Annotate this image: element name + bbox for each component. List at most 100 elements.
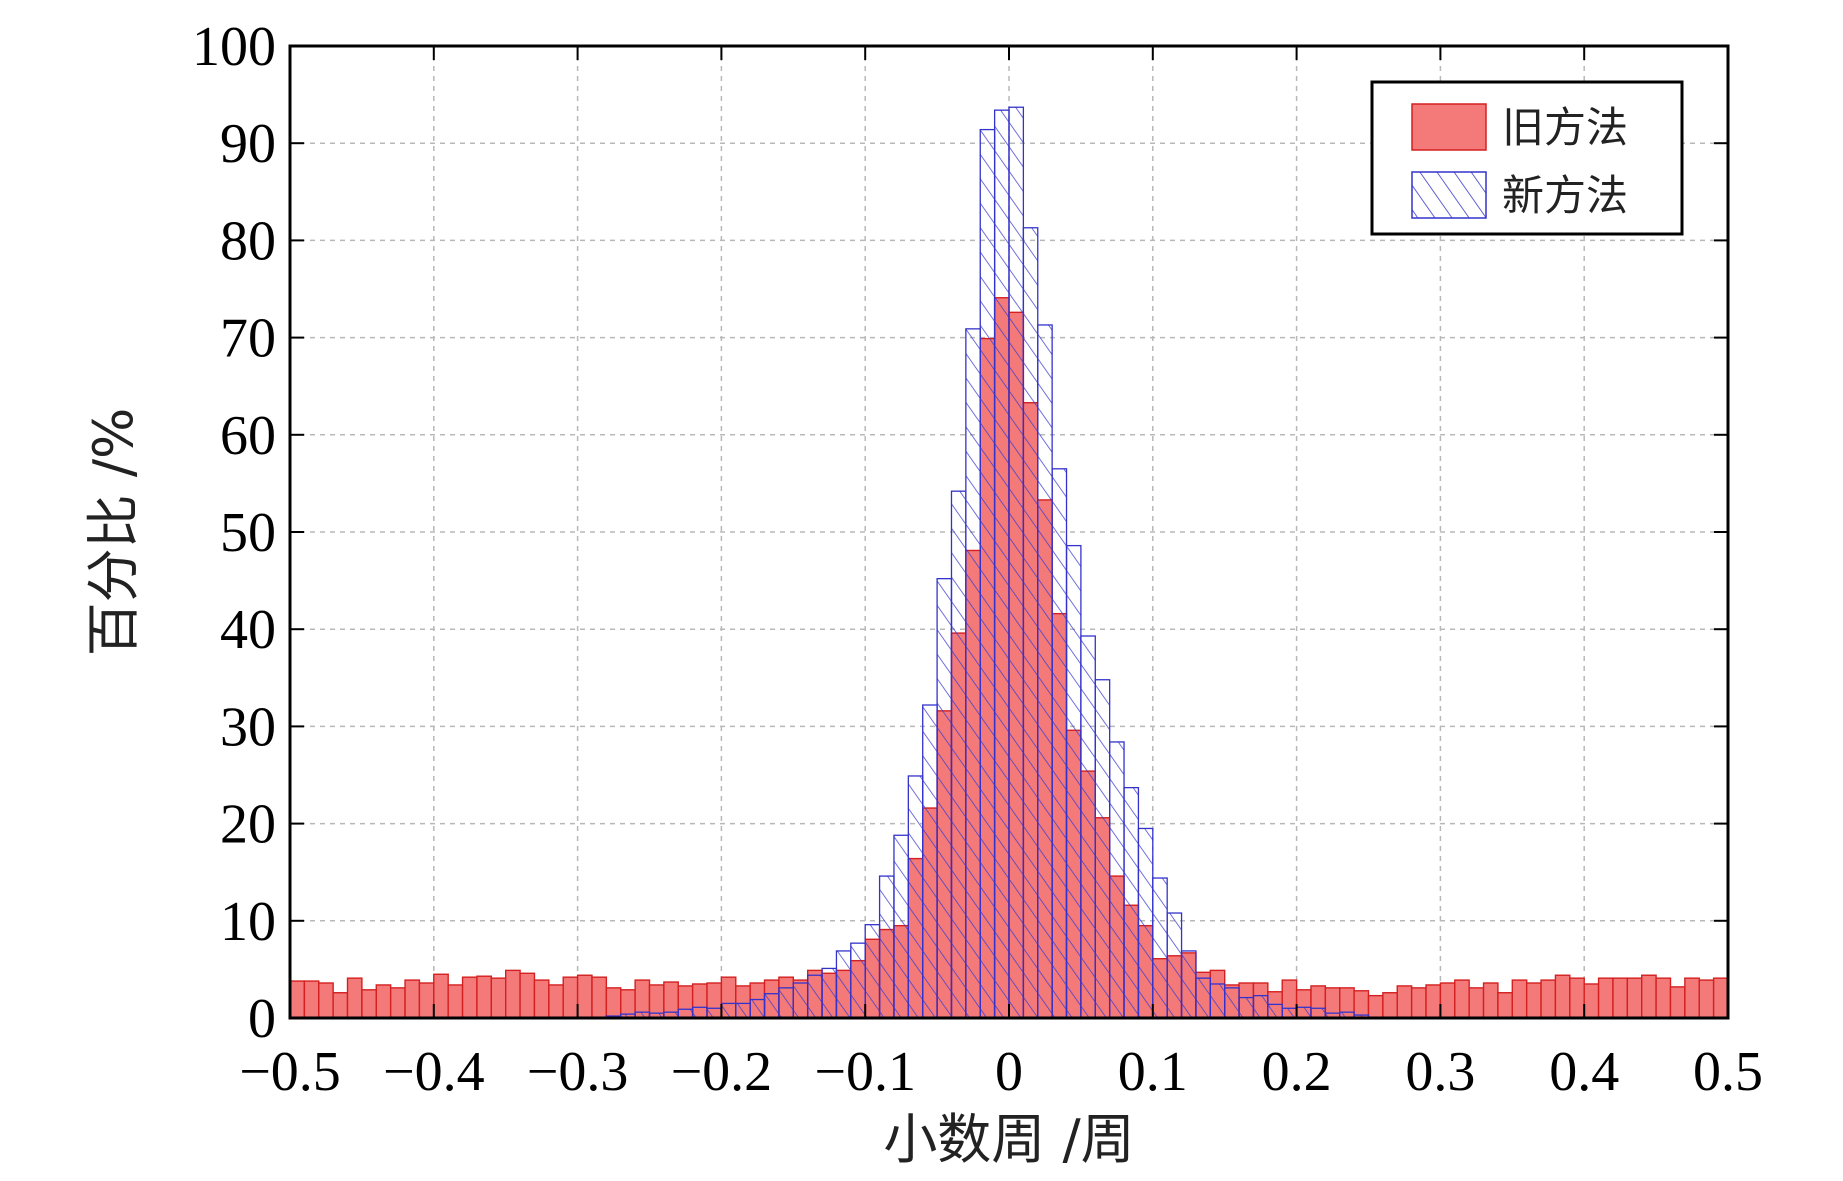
bar-new-method xyxy=(735,1002,751,1019)
bar-new-method xyxy=(691,1006,708,1019)
bar-new-method xyxy=(821,967,838,1019)
bar-new-method xyxy=(1180,950,1197,1019)
bar-old-method xyxy=(1684,977,1700,1019)
bar-old-method xyxy=(1525,982,1542,1019)
bar-new-method xyxy=(907,775,924,1019)
bar-old-method xyxy=(1468,987,1485,1019)
bar-new-method xyxy=(1252,994,1269,1019)
bar-old-method xyxy=(562,976,579,1019)
bar-old-method xyxy=(505,969,521,1019)
bar-old-method xyxy=(1382,992,1398,1019)
bar-old-method xyxy=(1540,979,1557,1019)
bar-old-method xyxy=(1698,979,1715,1019)
bar-new-method xyxy=(1224,987,1240,1019)
bar-old-method xyxy=(418,982,435,1019)
bar-old-method xyxy=(476,975,493,1019)
series-new-method-bars xyxy=(605,106,1370,1019)
bar-new-method xyxy=(1295,1006,1312,1019)
bar-new-method xyxy=(1195,977,1211,1019)
bar-old-method xyxy=(548,984,564,1019)
bar-new-method xyxy=(720,1002,737,1019)
bar-old-method xyxy=(1583,983,1600,1019)
bar-old-method xyxy=(1669,986,1686,1019)
bar-old-method xyxy=(346,977,363,1019)
x-tick-label: −0.5 xyxy=(239,1041,341,1103)
bar-new-method xyxy=(936,578,953,1019)
y-axis-title: 百分比 /% xyxy=(82,408,145,657)
bar-new-method xyxy=(864,924,881,1019)
bar-old-method xyxy=(1367,994,1384,1019)
bar-new-method xyxy=(993,109,1010,1019)
x-tick-label: 0.5 xyxy=(1693,1041,1763,1103)
bar-old-method xyxy=(404,979,421,1019)
bar-new-method xyxy=(979,128,996,1019)
bar-old-method xyxy=(389,987,406,1019)
bar-new-method xyxy=(893,834,909,1019)
x-tick-label: 0.4 xyxy=(1549,1041,1619,1103)
legend-swatch-new-method xyxy=(1411,171,1487,219)
x-tick-label: 0.3 xyxy=(1405,1041,1475,1103)
y-tick-label: 60 xyxy=(220,405,276,467)
y-tick-label: 40 xyxy=(220,599,276,661)
bar-old-method xyxy=(1353,990,1370,1019)
bar-old-method xyxy=(605,987,622,1019)
bar-new-method xyxy=(1267,1003,1283,1019)
bar-new-method xyxy=(1094,679,1111,1019)
bar-old-method xyxy=(433,973,449,1019)
y-tick-label: 10 xyxy=(220,891,276,953)
bar-old-method xyxy=(1511,979,1528,1019)
bar-old-method xyxy=(289,980,306,1019)
bar-old-method xyxy=(1439,982,1456,1019)
bar-new-method xyxy=(763,993,780,1019)
legend-label-new-method: 新方法 xyxy=(1502,171,1628,220)
bar-old-method xyxy=(591,976,608,1019)
y-tick-label: 50 xyxy=(220,502,276,564)
bar-old-method xyxy=(1425,984,1442,1019)
bar-old-method xyxy=(1410,987,1427,1019)
bar-new-method xyxy=(835,950,852,1019)
bar-new-method xyxy=(1152,877,1168,1019)
axis-ticks xyxy=(289,45,1729,1019)
bar-old-method xyxy=(375,984,392,1019)
bar-old-method xyxy=(1612,977,1629,1019)
x-axis-title: 小数周 /周 xyxy=(883,1108,1134,1171)
bar-new-method xyxy=(1166,912,1183,1019)
bar-old-method xyxy=(1396,985,1413,1019)
x-tick-label: −0.3 xyxy=(527,1041,629,1103)
bar-old-method xyxy=(576,974,593,1019)
bar-old-method xyxy=(1497,992,1514,1019)
y-tick-label: 0 xyxy=(248,988,276,1050)
bar-old-method xyxy=(1554,974,1571,1019)
bar-old-method xyxy=(1454,979,1470,1019)
legend-swatch-old-method xyxy=(1411,103,1487,151)
bar-old-method xyxy=(361,989,377,1019)
bar-old-method xyxy=(332,992,349,1019)
x-tick-label: −0.1 xyxy=(814,1041,916,1103)
bar-old-method xyxy=(318,982,334,1019)
bar-new-method xyxy=(778,987,794,1019)
bar-old-method xyxy=(533,979,550,1019)
bar-new-method xyxy=(922,704,938,1019)
bar-old-method xyxy=(1569,977,1585,1019)
bar-old-method xyxy=(1597,977,1614,1019)
bar-new-method xyxy=(950,490,967,1019)
bar-new-method xyxy=(1051,468,1068,1019)
bar-new-method xyxy=(1022,227,1039,1019)
x-tick-labels: −0.5 −0.4 −0.3 −0.2 −0.1 0 0.1 0.2 0.3 0.4 0.5 xyxy=(239,1041,1763,1103)
bar-old-method xyxy=(1626,977,1643,1019)
bar-old-method xyxy=(519,972,536,1019)
bar-old-method xyxy=(461,976,478,1019)
bar-old-method xyxy=(303,980,320,1019)
bar-old-method xyxy=(1482,982,1499,1019)
bar-old-method xyxy=(1712,977,1729,1019)
bar-old-method xyxy=(1655,977,1672,1019)
bar-new-method xyxy=(749,998,766,1019)
bar-new-method xyxy=(1065,544,1082,1019)
y-tick-label: 70 xyxy=(220,308,276,370)
y-tick-labels: 0 10 20 30 40 50 60 70 80 90 100 xyxy=(192,16,276,1050)
x-tick-label: 0.2 xyxy=(1262,1041,1332,1103)
bar-new-method xyxy=(807,974,823,1019)
bar-new-method xyxy=(850,942,866,1019)
